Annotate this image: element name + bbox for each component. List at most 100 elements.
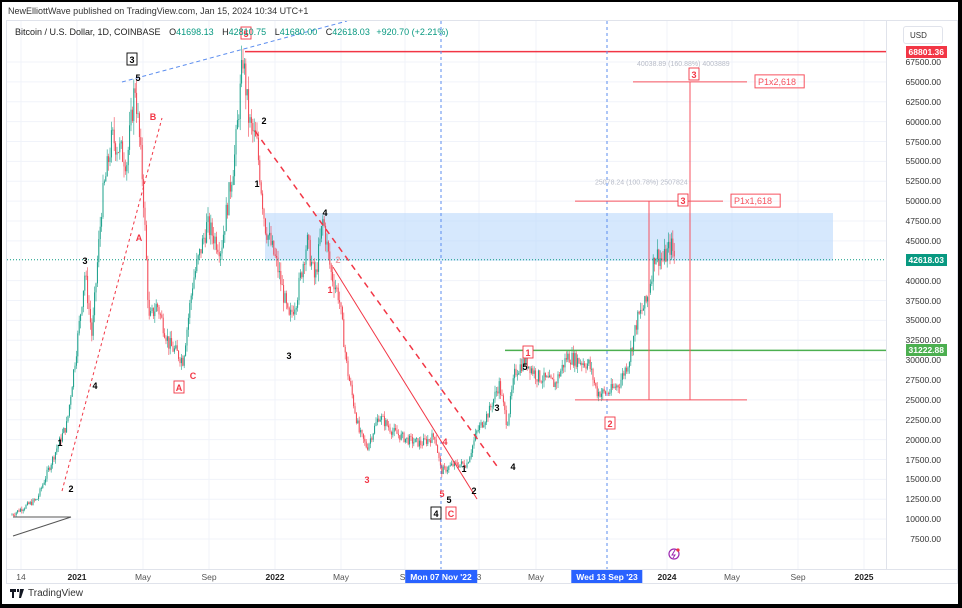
wave-label: B	[150, 112, 157, 122]
price-tick: 10000.00	[905, 514, 941, 525]
wave-label: 3	[286, 351, 291, 361]
grid	[7, 21, 887, 569]
price-tick: 12500.00	[905, 494, 941, 505]
alert-lightning-icon[interactable]	[668, 548, 680, 560]
wave-label: 4	[322, 208, 327, 218]
time-tick: May	[723, 572, 741, 582]
price-tick: 17500.00	[905, 454, 941, 465]
currency-button[interactable]: USD	[903, 26, 943, 44]
time-tick: May	[527, 572, 545, 582]
wave-label: 1	[254, 179, 259, 189]
date-badge: Wed 13 Sep '23	[571, 570, 643, 583]
tradingview-logo-icon	[10, 589, 24, 598]
date-badge: Mon 07 Nov '22	[405, 570, 477, 583]
time-tick: 2022	[265, 572, 285, 582]
wave-label: 4	[510, 462, 515, 472]
price-tick: 27500.00	[905, 375, 941, 385]
resistance-zone[interactable]	[265, 213, 833, 261]
wave-label: 4	[92, 381, 97, 391]
price-tick: 67500.00	[905, 57, 941, 67]
change-value: +920.70 (+2.21%)	[376, 27, 449, 37]
wave-label: 1	[57, 438, 62, 448]
wave-label: 1	[461, 464, 466, 474]
wave-label: 2	[261, 116, 266, 126]
time-tick: 3	[476, 572, 482, 582]
price-tick: 52500.00	[905, 176, 941, 187]
wave-label: C	[190, 371, 197, 381]
red-dashed-trendline[interactable]	[254, 130, 500, 470]
svg-text:25078.24 (100.78%) 2507824: 25078.24 (100.78%) 2507824	[595, 179, 688, 186]
wave-label: C	[448, 509, 455, 519]
svg-text:P1x1,618: P1x1,618	[734, 196, 772, 206]
wave-label: 5	[243, 29, 248, 39]
tradingview-label: TradingView	[28, 588, 84, 599]
wave-label: A	[176, 383, 183, 393]
wave-label: 2	[335, 255, 340, 265]
wave-label: 3	[82, 256, 87, 266]
wave-label: 3	[129, 55, 134, 65]
wave-label: 5	[522, 362, 527, 372]
price-badge: 68801.36	[905, 45, 947, 58]
price-tick: 65000.00	[905, 76, 941, 87]
candles	[11, 45, 675, 517]
symbol-name[interactable]: Bitcoin / U.S. Dollar, 1D, COINBASE	[15, 27, 161, 37]
time-tick: May	[332, 572, 350, 582]
wave-label: 3	[364, 475, 369, 485]
price-tick: 45000.00	[905, 235, 941, 246]
tradingview-brand[interactable]: TradingView	[10, 588, 83, 599]
price-axis[interactable]: 67500.00 65000.00 62500.00 60000.00 57500.00…	[886, 21, 957, 569]
svg-text:P1x2,618: P1x2,618	[758, 77, 796, 87]
symbol-legend: Bitcoin / U.S. Dollar, 1D, COINBASE O416…	[15, 27, 449, 37]
price-tick: 55000.00	[905, 156, 941, 167]
price-tick: 60000.00	[905, 116, 941, 127]
price-tick: 47500.00	[905, 216, 941, 226]
wave-label: 5	[439, 489, 444, 499]
price-tick: 62500.00	[905, 96, 941, 107]
blue-trendline[interactable]	[121, 21, 348, 83]
wave-label: 4	[433, 509, 438, 519]
wave-label: 1	[525, 348, 530, 358]
red-channel-line[interactable]	[61, 117, 163, 492]
price-tick: 15000.00	[905, 474, 941, 485]
wave-label: 3	[691, 70, 696, 80]
time-tick: 2024	[657, 572, 677, 582]
price-tick: 32500.00	[905, 335, 941, 346]
wave-label: 3	[680, 196, 685, 206]
time-tick: Sep	[201, 572, 217, 582]
price-tick: 40000.00	[905, 275, 941, 286]
low-value: 41680.00	[279, 27, 318, 37]
time-axis[interactable]: 14 2021 May Sep 2022 May Se 3 May 2024 May Sep 2025 M…	[7, 569, 957, 583]
price-tick: 37500.00	[905, 295, 941, 306]
time-tick: Se	[400, 572, 410, 582]
chart-pane[interactable]: Bitcoin / U.S. Dollar, 1D, COINBASE O416…	[6, 20, 958, 584]
high-value: 42810.75	[228, 27, 267, 37]
price-plot[interactable]: 40038.89 (160.88%) 4003889 25078.24 (100.…	[7, 21, 887, 569]
wave-label: 2	[471, 486, 476, 496]
price-tick: 57500.00	[905, 136, 941, 147]
price-tick: 35000.00	[905, 315, 941, 326]
wave-label: 5	[135, 73, 140, 83]
wave-label: 4	[442, 437, 447, 447]
svg-text:40038.89 (160.88%) 4003889: 40038.89 (160.88%) 4003889	[637, 61, 730, 68]
time-tick: 2021	[67, 572, 87, 582]
price-tick: 7500.00	[910, 534, 941, 544]
publisher-line: NewElliottWave published on TradingView.…	[8, 6, 309, 16]
price-tick: 25000.00	[905, 394, 941, 405]
wave-label: 2	[607, 419, 612, 429]
wave-label: 2	[68, 484, 73, 494]
price-badge: 42618.03	[905, 253, 947, 266]
time-tick: May	[134, 572, 152, 582]
wave-label: 5	[446, 495, 451, 505]
fib-projection[interactable]: 40038.89 (160.88%) 4003889 25078.24 (100.…	[575, 61, 805, 401]
price-tick: 50000.00	[905, 196, 941, 207]
red-trendline[interactable]	[332, 266, 478, 500]
close-value: 42618.03	[332, 27, 370, 37]
price-tick: 20000.00	[905, 434, 941, 445]
price-tick: 30000.00	[905, 355, 941, 366]
triangle-lower[interactable]	[12, 516, 72, 537]
price-badge: 31222.88	[905, 344, 947, 357]
wave-label: 1	[327, 285, 332, 295]
open-value: 41698.13	[176, 27, 214, 37]
